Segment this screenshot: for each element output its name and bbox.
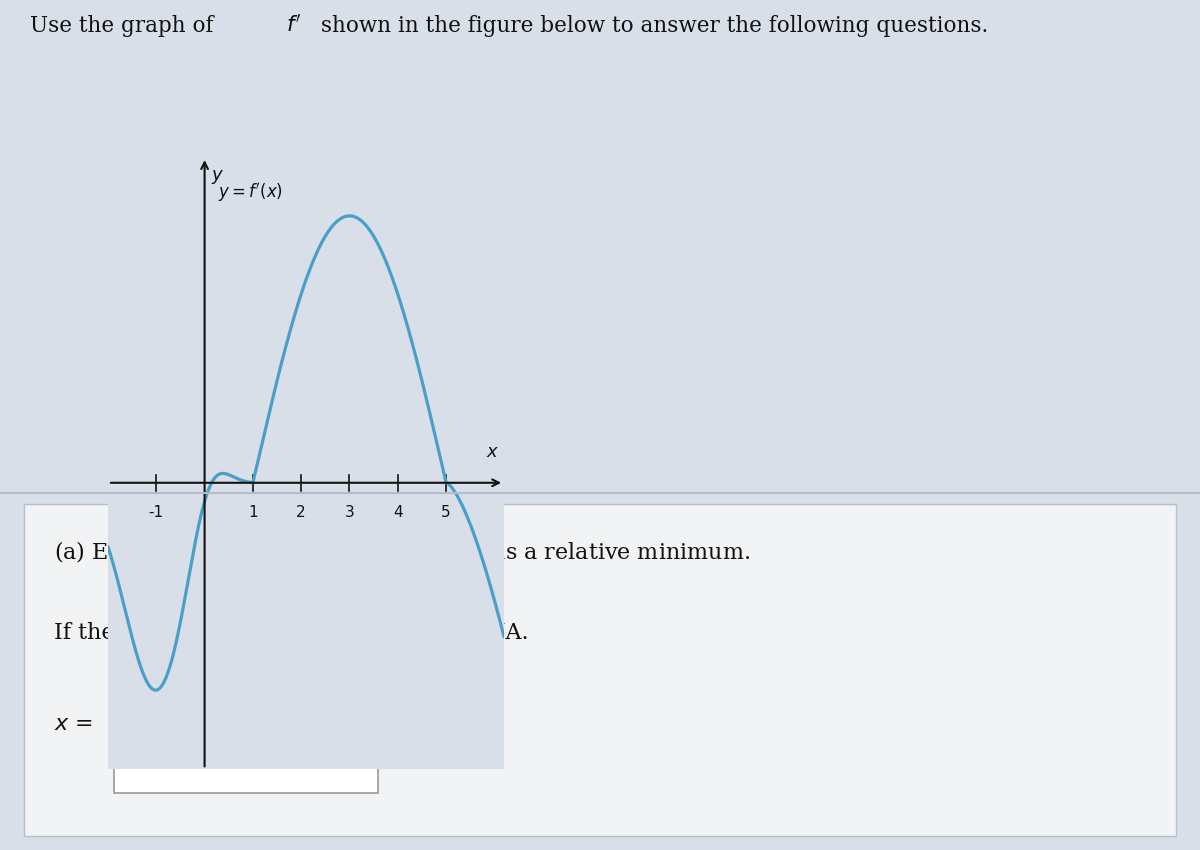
Text: If there is no relative minimum, enter NA.: If there is no relative minimum, enter N… bbox=[54, 621, 529, 643]
Text: shown in the figure below to answer the following questions.: shown in the figure below to answer the … bbox=[314, 14, 989, 37]
FancyBboxPatch shape bbox=[114, 732, 378, 793]
Text: 5: 5 bbox=[442, 505, 451, 520]
Text: $x$: $x$ bbox=[486, 443, 499, 461]
Text: (a) Estimate the value of $x$ at which $f$ has a relative minimum.: (a) Estimate the value of $x$ at which $… bbox=[54, 540, 750, 564]
Text: -1: -1 bbox=[149, 505, 164, 520]
Text: $x$ =: $x$ = bbox=[54, 714, 94, 734]
FancyBboxPatch shape bbox=[24, 504, 1176, 836]
Text: $y$: $y$ bbox=[211, 167, 224, 185]
Text: Use the graph of: Use the graph of bbox=[30, 14, 221, 37]
Text: 2: 2 bbox=[296, 505, 306, 520]
Text: 3: 3 bbox=[344, 505, 354, 520]
Text: $y = f'(x)$: $y = f'(x)$ bbox=[218, 181, 283, 204]
Text: 1: 1 bbox=[248, 505, 258, 520]
Text: 4: 4 bbox=[392, 505, 402, 520]
Text: $f'$: $f'$ bbox=[286, 14, 301, 37]
